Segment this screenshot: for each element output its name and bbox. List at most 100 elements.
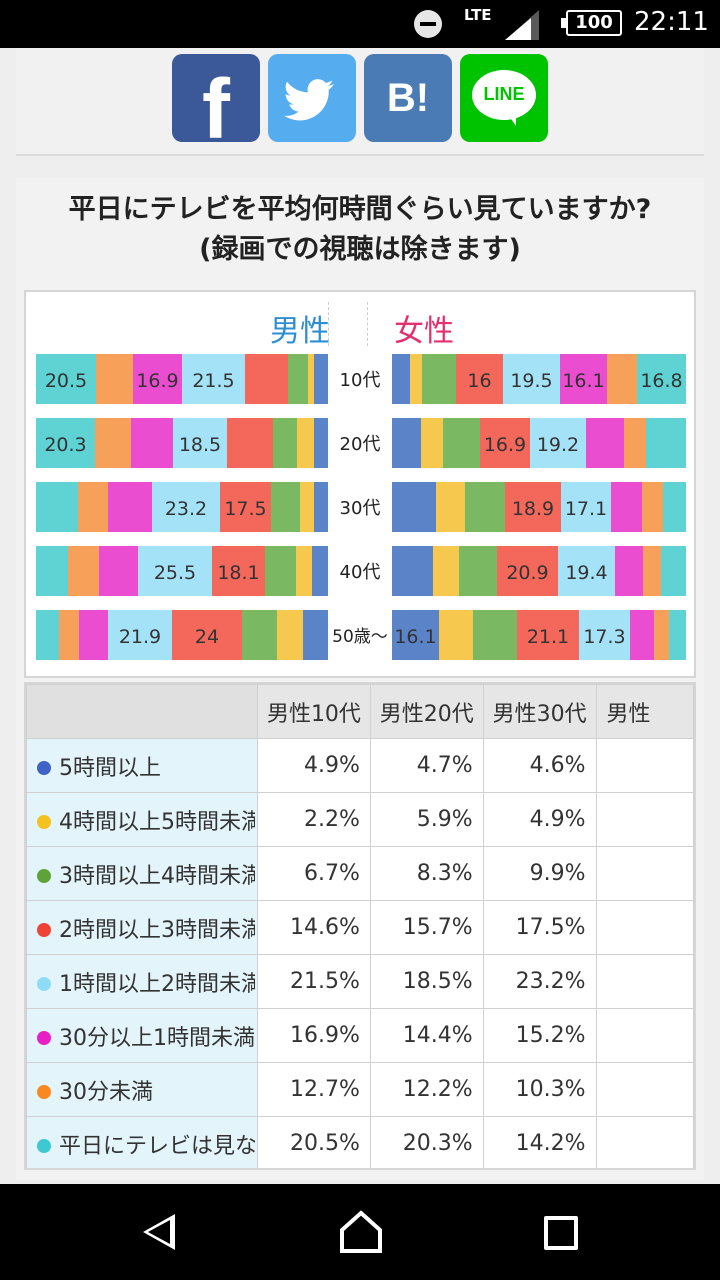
male-bar-40代: 25.5 18.1 (36, 546, 328, 596)
results-table[interactable]: 男性10代 男性20代 男性30代 男性 5時間以上 4.9% 4.7% 4.6% 4時… (24, 682, 696, 1170)
battery-icon: 100 (561, 10, 622, 36)
table-cell: 18.5% (369, 954, 484, 1009)
network-type: LTE (464, 6, 492, 24)
table-cell: 9.9% (482, 846, 597, 901)
bar-segment (642, 482, 663, 532)
bar-segment: 16.9 (133, 354, 182, 404)
bar-segment (465, 482, 505, 532)
bar-segment (392, 546, 433, 596)
table-cell (595, 900, 694, 955)
facebook-icon: f (202, 62, 230, 156)
line-bubble-icon (472, 70, 536, 126)
hatena-bookmark-button[interactable]: B! (364, 54, 452, 142)
legend-dot-icon (37, 814, 51, 829)
row-label: 3時間以上4時間未満 (26, 846, 259, 901)
column-header: 男性30代 (482, 684, 597, 739)
table-cell: 23.2% (482, 954, 597, 1009)
row-label-text: 4時間以上5時間未満 (59, 809, 255, 835)
table-cell: 12.2% (369, 1062, 484, 1117)
table-row: 30分未満 12.7% 12.2% 10.3% (26, 1062, 694, 1117)
bar-segment (654, 610, 669, 660)
bar-segment (277, 610, 303, 660)
bar-segment (669, 610, 686, 660)
bar-segment (314, 418, 328, 468)
bar-segment (288, 354, 308, 404)
bar-segment (443, 418, 480, 468)
male-bar-10代: 20.5 16.9 21.5 (36, 354, 328, 404)
home-button[interactable] (339, 1210, 383, 1254)
bar-segment (36, 546, 68, 596)
table-cell: 4.9% (257, 738, 371, 793)
bar-segment (586, 418, 624, 468)
table-cell: 14.6% (257, 900, 371, 955)
table-cell: 10.3% (482, 1062, 597, 1117)
twitter-share-button[interactable] (268, 54, 356, 142)
bar-segment (312, 546, 328, 596)
bar-segment (273, 418, 297, 468)
age-label: 40代 (339, 562, 381, 583)
table-row: 5時間以上 4.9% 4.7% 4.6% (26, 738, 694, 793)
female-bar-50歳〜: 16.1 21.1 17.3 (392, 610, 686, 660)
female-bar-40代: 20.9 19.4 (392, 546, 686, 596)
bar-segment (663, 482, 686, 532)
row-label-text: 1時間以上2時間未満 (59, 971, 255, 997)
table-row: 1時間以上2時間未満 21.5% 18.5% 23.2% (26, 954, 694, 1009)
table-cell (595, 738, 694, 793)
recent-apps-button[interactable] (544, 1216, 578, 1250)
bar-segment (422, 354, 456, 404)
bar-segment (68, 546, 99, 596)
bar-segment: 16 (456, 354, 503, 404)
table-cell: 4.9% (482, 792, 597, 847)
age-label: 10代 (339, 370, 381, 391)
male-bar-20代: 20.3 18.5 (36, 418, 328, 468)
bar-segment (439, 610, 473, 660)
legend-dot-icon (37, 1084, 51, 1099)
bar-segment: 18.9 (505, 482, 561, 532)
bar-segment (308, 354, 314, 404)
table-cell: 16.9% (257, 1008, 371, 1063)
hatena-icon: B! (386, 76, 430, 120)
bar-segment: 16.8 (637, 354, 686, 404)
row-label: 1時間以上2時間未満 (26, 954, 259, 1009)
table-cell: 20.5% (257, 1116, 371, 1168)
bar-segment (392, 354, 410, 404)
table-corner-cell (26, 684, 259, 739)
clock: 22:11 (634, 7, 709, 37)
row-label: 30分未満 (26, 1062, 259, 1117)
line-share-button[interactable]: LINE (460, 54, 548, 142)
column-header: 男性 (595, 684, 694, 739)
bar-segment (300, 482, 314, 532)
row-label: 4時間以上5時間未満 (26, 792, 259, 847)
bar-segment: 17.3 (579, 610, 630, 660)
bar-segment (459, 546, 497, 596)
bar-segment (607, 354, 637, 404)
signal-icon (505, 10, 539, 40)
bar-segment (473, 610, 517, 660)
table-cell (595, 954, 694, 1009)
bar-segment (265, 546, 296, 596)
back-button[interactable] (143, 1214, 175, 1250)
facebook-share-button[interactable]: f (172, 54, 260, 156)
bar-segment (96, 354, 133, 404)
question-title: 平日にテレビを平均何時間ぐらい見ていますか? (録画での視聴は除きます) (16, 190, 704, 270)
table-cell: 12.7% (257, 1062, 371, 1117)
bar-segment (271, 482, 300, 532)
bar-segment (36, 482, 78, 532)
table-header-row: 男性10代 男性20代 男性30代 男性 (26, 684, 694, 739)
row-label-text: 平日にテレビは見ない (59, 1133, 255, 1159)
legend-dot-icon (37, 922, 51, 937)
male-bar-30代: 23.2 17.5 (36, 482, 328, 532)
table-row: 30分以上1時間未満 16.9% 14.4% 15.2% (26, 1008, 694, 1063)
bar-segment: 20.9 (497, 546, 558, 596)
bar-segment: 21.1 (517, 610, 579, 660)
bar-segment: 20.5 (36, 354, 96, 404)
row-label-text: 30分以上1時間未満 (59, 1025, 255, 1051)
twitter-bird-icon (284, 79, 334, 121)
bar-segment: 19.5 (503, 354, 560, 404)
bar-segment (245, 354, 288, 404)
row-label-text: 30分未満 (59, 1079, 153, 1105)
bar-segment (314, 354, 328, 404)
bar-segment (79, 610, 108, 660)
table-cell: 17.5% (482, 900, 597, 955)
bar-segment (421, 418, 443, 468)
